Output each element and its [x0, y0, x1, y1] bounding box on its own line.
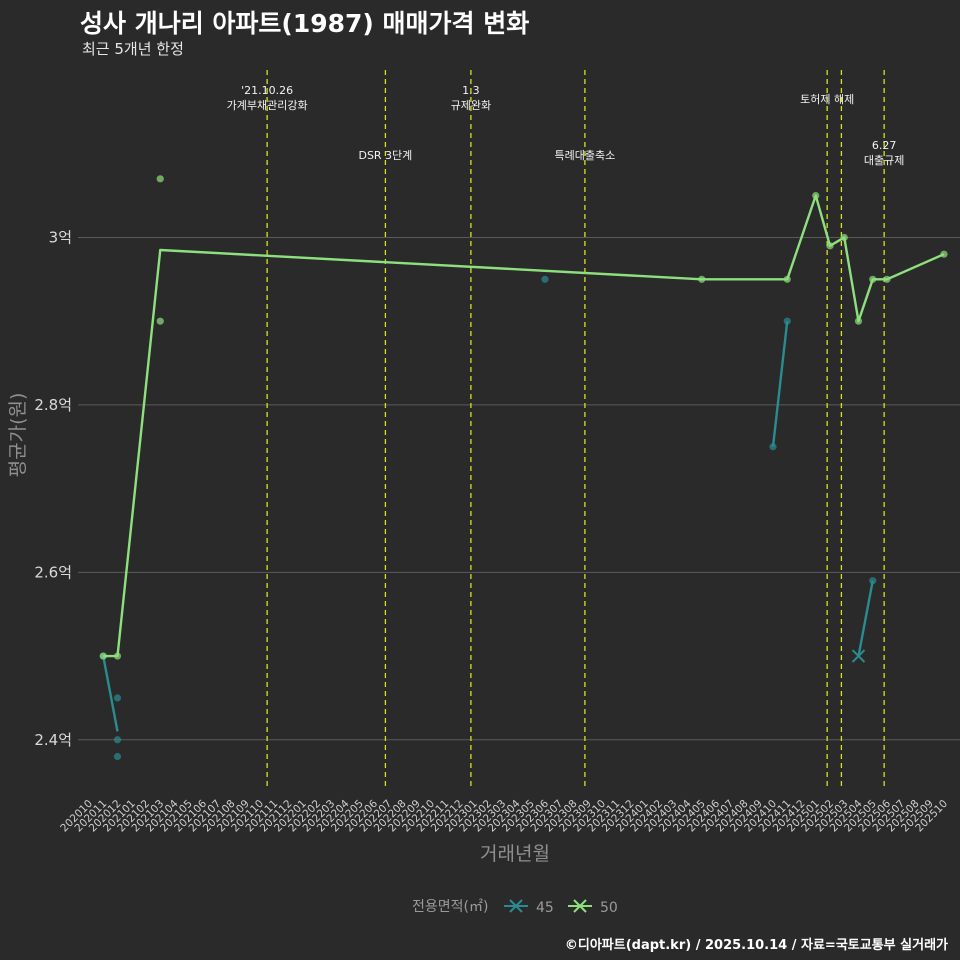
event-label: 가계부채관리강화 [227, 99, 308, 112]
y-tick-label: 2.6억 [34, 563, 72, 581]
grid-layer: 2.4억 2.6억 2.8억 3억 [34, 228, 960, 749]
event-label: 6.27 [872, 139, 897, 152]
series-45-point [769, 443, 777, 451]
series-45-point [783, 317, 791, 325]
series-50-point [99, 652, 107, 660]
series-45-point [113, 736, 122, 744]
series-50-point [156, 317, 164, 325]
event-label: 토허제 해제 [800, 92, 854, 106]
x-axis: 2020102020112020122021012021022021032021… [58, 797, 950, 834]
series-45-point [113, 694, 122, 702]
series-45-point [541, 275, 549, 283]
series-layer [99, 175, 948, 761]
y-tick-label: 2.4억 [34, 731, 72, 749]
series-45-line [857, 580, 874, 657]
chart-title: 성사 개나리 아파트(1987) 매매가격 변화 [80, 9, 530, 38]
series-45-point [869, 577, 877, 585]
chart-subtitle: 최근 5개년 한정 [82, 40, 184, 58]
legend: 전용면적(㎡) 45 50 [412, 899, 618, 916]
y-axis-label: 평균가(원) [7, 393, 29, 478]
series-50-point [812, 191, 820, 200]
event-label: 대출규제 [864, 154, 904, 167]
event-label: 1.3 [462, 84, 480, 97]
series-50-line [103, 194, 945, 658]
y-tick-label: 3억 [49, 228, 72, 246]
legend-cross [509, 899, 523, 913]
x-axis-label: 거래년월 [480, 843, 550, 865]
legend-cross [573, 899, 587, 913]
legend-item-50: 50 [568, 899, 618, 916]
series-50-point [854, 317, 863, 325]
series-50-point [869, 275, 877, 283]
series-50-point [840, 233, 848, 242]
series-45-line [771, 321, 789, 447]
legend-title: 전용면적(㎡) [412, 899, 488, 915]
series-45-point [113, 752, 122, 761]
series-50-point [826, 242, 834, 250]
series-45-cross-mark [851, 649, 866, 663]
series-50-point [940, 250, 948, 258]
event-label: 규제완화 [451, 99, 491, 112]
series-50-point [698, 275, 706, 283]
series-45-line [102, 655, 119, 732]
series-50-point [783, 275, 791, 283]
series-50-point [883, 275, 891, 283]
series-50-point [156, 175, 164, 183]
event-label: DSR 3단계 [358, 149, 412, 162]
legend-label: 50 [600, 900, 618, 916]
series-50-point [113, 652, 122, 660]
legend-item-45: 45 [504, 899, 554, 916]
source-footer: ©디아파트(dapt.kr) / 2025.10.14 / 자료=국토교통부 실… [564, 938, 948, 953]
event-label: 특례대출축소 [555, 149, 616, 162]
event-label: '21.10.26 [241, 84, 293, 97]
y-tick-label: 2.8억 [34, 396, 72, 414]
legend-label: 45 [536, 900, 554, 916]
